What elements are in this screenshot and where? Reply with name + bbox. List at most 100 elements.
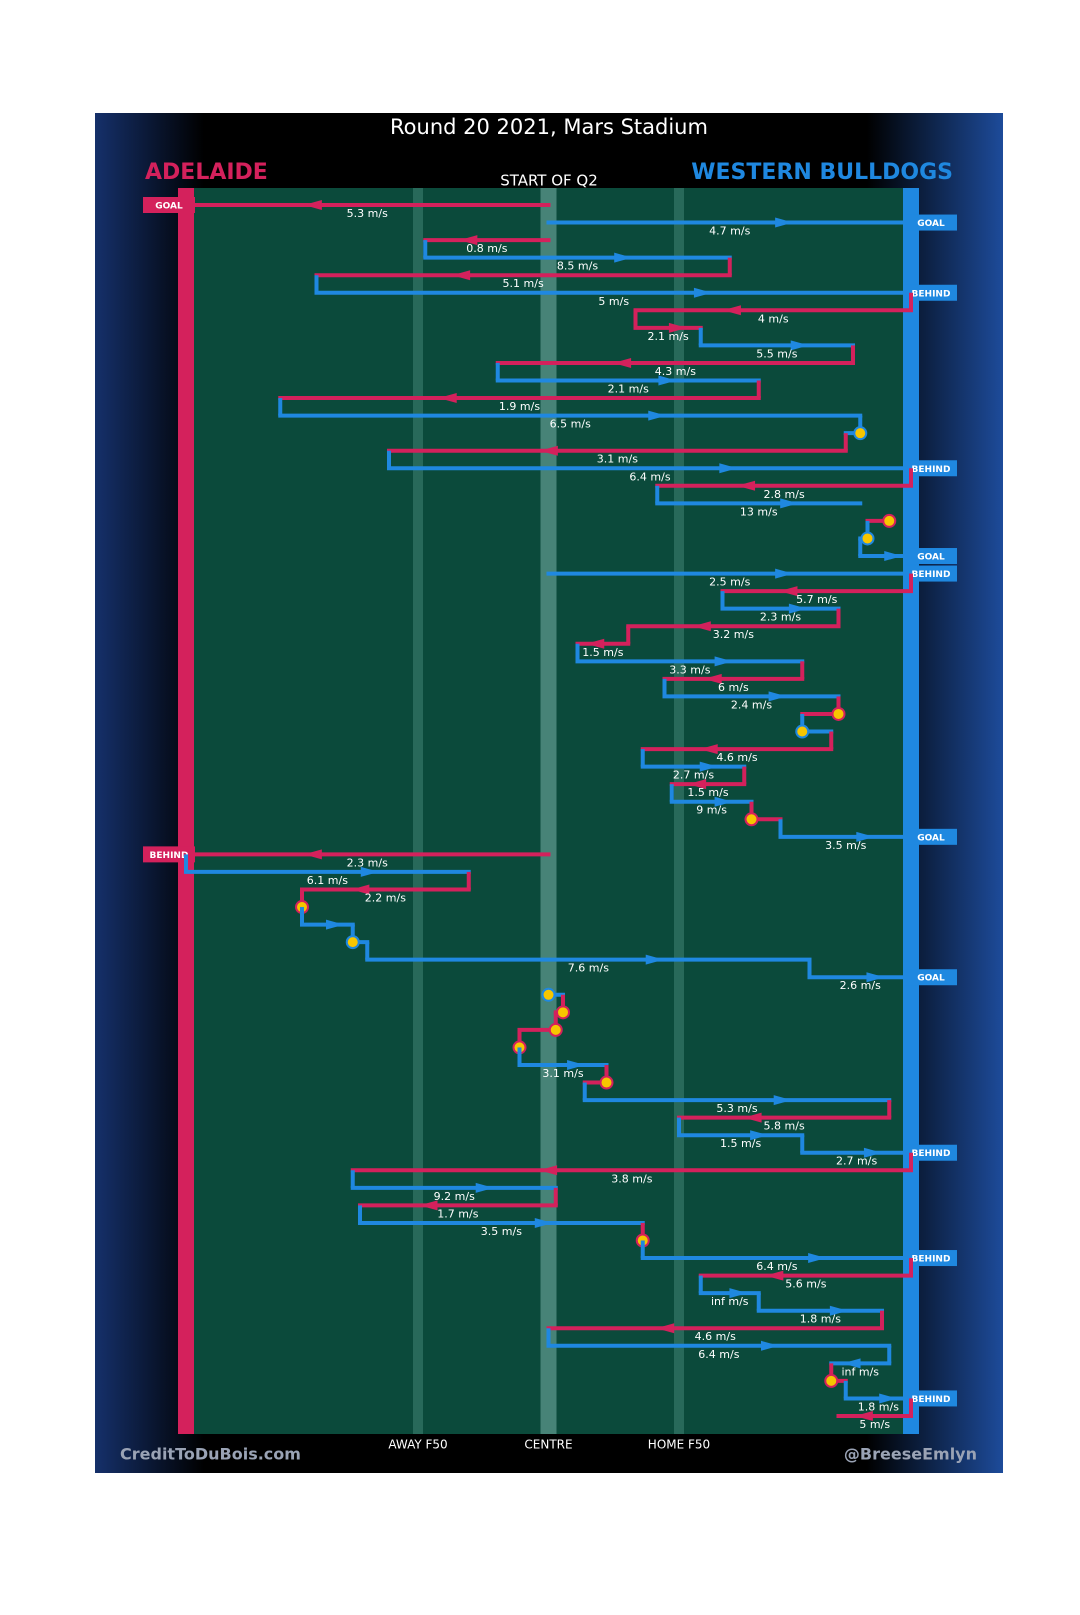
arrow bbox=[645, 954, 664, 965]
speed-label: 4.3 m/s bbox=[655, 365, 696, 378]
speed-label: 2.3 m/s bbox=[347, 856, 388, 869]
arrow bbox=[829, 1305, 848, 1316]
speed-label: 3.8 m/s bbox=[611, 1172, 652, 1185]
team-name: WESTERN BULLDOGS bbox=[691, 160, 953, 185]
speed-label: 2.7 m/s bbox=[673, 769, 714, 782]
speed-label: 1.5 m/s bbox=[582, 646, 623, 659]
speed-label: 6 m/s bbox=[718, 681, 749, 694]
speed-label: 5.7 m/s bbox=[796, 593, 837, 606]
arrow bbox=[737, 480, 756, 491]
arrow bbox=[879, 1393, 898, 1404]
speed-label: 3.3 m/s bbox=[669, 663, 710, 676]
chart-title: Round 20 2021, Mars Stadium bbox=[390, 115, 708, 139]
result-box bbox=[905, 969, 957, 986]
arrow bbox=[808, 1253, 827, 1264]
speed-label: 3.5 m/s bbox=[825, 839, 866, 852]
speed-label: 0.8 m/s bbox=[466, 242, 507, 255]
speed-label: 1.9 m/s bbox=[499, 400, 540, 413]
speed-label: 5.5 m/s bbox=[756, 347, 797, 360]
field-line bbox=[674, 188, 684, 1434]
stoppage bbox=[831, 706, 846, 721]
field-line bbox=[540, 188, 557, 1434]
stoppage bbox=[882, 513, 897, 528]
arrow bbox=[459, 235, 478, 246]
arrow bbox=[567, 1059, 586, 1070]
arrow bbox=[729, 1288, 748, 1299]
arrow bbox=[773, 1095, 792, 1106]
arrow bbox=[586, 638, 605, 649]
speed-label: 6.5 m/s bbox=[550, 418, 591, 431]
credit: @BreeseEmlyn bbox=[844, 1445, 977, 1464]
result-label: BEHIND bbox=[912, 465, 951, 475]
result-box bbox=[905, 1144, 957, 1161]
result-label: GOAL bbox=[155, 202, 183, 212]
arrow bbox=[539, 1165, 558, 1176]
stoppage bbox=[744, 812, 759, 827]
stoppage bbox=[795, 724, 810, 739]
speed-label: 6.4 m/s bbox=[629, 470, 670, 483]
speed-label: 2.4 m/s bbox=[731, 698, 772, 711]
result-box bbox=[905, 284, 957, 301]
stoppage bbox=[824, 1373, 839, 1388]
speed-label: 13 m/s bbox=[740, 505, 778, 518]
arrow bbox=[693, 287, 712, 298]
speed-label: 5 m/s bbox=[859, 1418, 890, 1431]
arrow bbox=[438, 393, 457, 404]
subtitle: START OF Q2 bbox=[500, 172, 598, 190]
x-tick-label: CENTRE bbox=[524, 1438, 572, 1452]
arrow bbox=[790, 340, 809, 351]
arrow bbox=[360, 866, 379, 877]
speed-label: 7.6 m/s bbox=[568, 962, 609, 975]
stoppage bbox=[345, 935, 360, 950]
arrow bbox=[539, 445, 558, 456]
speed-label: 2.1 m/s bbox=[608, 383, 649, 396]
arrow bbox=[768, 691, 787, 702]
speed-label: 2.7 m/s bbox=[836, 1155, 877, 1168]
stoppage bbox=[541, 987, 556, 1002]
stoppage bbox=[599, 1075, 614, 1090]
arrow bbox=[614, 252, 633, 263]
arrow bbox=[780, 498, 799, 509]
result-box bbox=[905, 460, 957, 477]
arrow bbox=[779, 586, 798, 597]
speed-label: 2.3 m/s bbox=[760, 611, 801, 624]
arrow bbox=[703, 673, 722, 684]
speed-label: 6.4 m/s bbox=[698, 1348, 739, 1361]
result-label: BEHIND bbox=[912, 289, 951, 299]
speed-label: 5.1 m/s bbox=[503, 277, 544, 290]
result-box bbox=[905, 1390, 957, 1407]
arrow bbox=[475, 1182, 494, 1193]
arrow bbox=[854, 1411, 873, 1421]
speed-label: 1.7 m/s bbox=[437, 1207, 478, 1220]
speed-label: 2.2 m/s bbox=[365, 891, 406, 904]
speed-label: 3.2 m/s bbox=[713, 628, 754, 641]
speed-label: 9.2 m/s bbox=[434, 1190, 475, 1203]
arrow bbox=[714, 656, 733, 667]
speed-label: 6.4 m/s bbox=[756, 1260, 797, 1273]
result-box bbox=[905, 548, 957, 565]
arrow bbox=[788, 603, 807, 614]
field-line bbox=[413, 188, 423, 1434]
speed-label: 6.1 m/s bbox=[307, 874, 348, 887]
result-box bbox=[143, 846, 195, 863]
speed-label: 5.6 m/s bbox=[785, 1278, 826, 1291]
speed-label: 1.5 m/s bbox=[720, 1137, 761, 1150]
result-label: BEHIND bbox=[912, 1395, 951, 1405]
arrow bbox=[775, 568, 794, 579]
arrow bbox=[419, 1200, 438, 1211]
stoppage bbox=[548, 1022, 563, 1037]
arrow bbox=[688, 779, 707, 790]
speed-label: inf m/s bbox=[711, 1295, 749, 1308]
speed-label: 5 m/s bbox=[598, 295, 629, 308]
arrow bbox=[765, 1270, 784, 1281]
arrow bbox=[775, 217, 794, 228]
arrow bbox=[760, 1340, 779, 1351]
result-label: GOAL bbox=[917, 833, 945, 843]
arrow bbox=[534, 1217, 553, 1228]
speed-label: 2.6 m/s bbox=[840, 979, 881, 992]
speed-label: 8.5 m/s bbox=[557, 260, 598, 273]
speed-label: 1.8 m/s bbox=[858, 1400, 899, 1413]
result-box bbox=[905, 1250, 957, 1267]
